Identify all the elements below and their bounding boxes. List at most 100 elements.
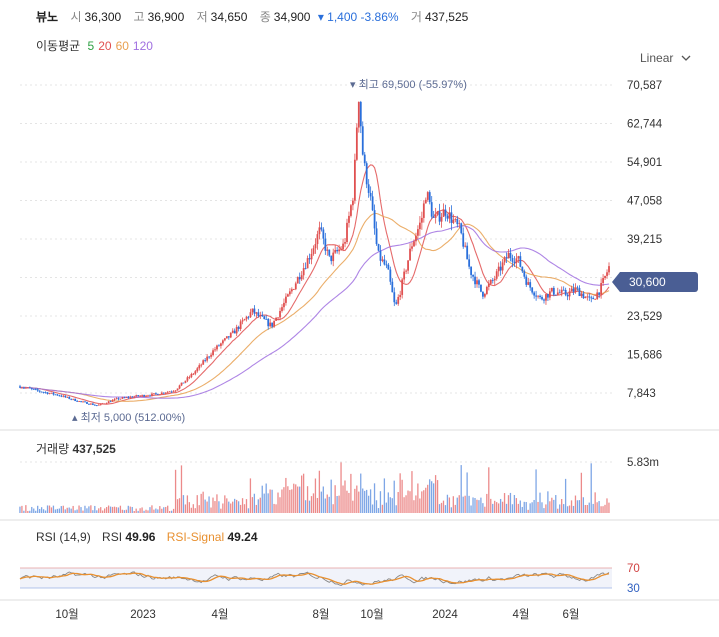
- candle-body: [30, 388, 33, 390]
- candle-body: [365, 163, 368, 185]
- volume-bar: [373, 483, 376, 513]
- scale-selector[interactable]: Linear: [640, 51, 691, 65]
- volume-bar: [478, 500, 480, 513]
- volume-bar: [46, 505, 49, 513]
- volume-bar: [139, 508, 141, 513]
- volume-bar: [434, 475, 437, 513]
- volume-bar: [395, 505, 397, 513]
- low-label: 저: [196, 10, 208, 24]
- ma-label: 이동평균: [36, 39, 81, 53]
- volume-bar: [401, 479, 403, 513]
- volume-bar: [27, 510, 29, 513]
- candle-body: [515, 258, 518, 263]
- candle-body: [324, 238, 327, 251]
- candle-body: [552, 287, 555, 295]
- high-annotation: ▾ 최고 69,500 (-55.97%): [350, 78, 467, 91]
- candle-body: [172, 391, 175, 393]
- y-tick-label: 47,058: [627, 196, 662, 208]
- candle-body: [409, 248, 411, 261]
- volume-bar: [387, 492, 389, 513]
- candle-body: [379, 250, 382, 261]
- candle-body: [426, 192, 429, 200]
- candle-body: [164, 392, 167, 394]
- candle-body: [277, 317, 279, 319]
- candle-body: [93, 404, 96, 406]
- volume-bar: [216, 494, 218, 513]
- candle-body: [58, 395, 61, 397]
- candle-body: [604, 275, 606, 279]
- candle-body: [182, 382, 185, 384]
- volume-bar: [456, 497, 458, 513]
- x-tick-label: 2024: [432, 609, 458, 621]
- volume-bar: [19, 506, 21, 513]
- candle-body: [160, 392, 163, 395]
- volume-bar: [403, 497, 405, 513]
- volume-bar: [578, 500, 581, 513]
- volume-bar: [320, 491, 322, 513]
- candle-body: [549, 291, 551, 298]
- volume-bar: [308, 500, 311, 513]
- volume-bar: [44, 510, 47, 513]
- low-value: 34,650: [210, 10, 248, 24]
- candle-body: [330, 255, 333, 262]
- volume-bar: [92, 510, 94, 513]
- volume-bar: [287, 486, 289, 513]
- volume-bar: [54, 509, 57, 513]
- volume-bar: [117, 507, 120, 513]
- candle-body: [216, 345, 218, 350]
- volume-bar: [245, 499, 248, 513]
- candle-body: [318, 227, 321, 235]
- moving-average-legend[interactable]: 이동평균 5 20 60 120: [36, 37, 153, 54]
- volume-bar: [33, 508, 35, 513]
- volume-bar: [562, 504, 565, 513]
- volume-bar: [165, 506, 167, 513]
- volume-bar: [551, 497, 553, 513]
- volume-bar: [133, 510, 135, 513]
- volume-bar: [74, 510, 76, 513]
- candle-body: [541, 297, 543, 300]
- volume-bar: [111, 506, 114, 513]
- stock-name: 뷰노: [36, 10, 59, 24]
- volume-bar: [350, 473, 352, 513]
- volume-bar: [561, 499, 563, 513]
- candle-body: [444, 209, 447, 216]
- open-label: 시: [70, 10, 82, 24]
- candle-body: [525, 276, 528, 285]
- volume-bar: [549, 501, 551, 513]
- volume-bar: [419, 498, 421, 513]
- candle-body: [200, 364, 203, 366]
- volume-bar: [261, 485, 263, 513]
- candle-body: [340, 249, 342, 250]
- volume-bar: [442, 500, 445, 513]
- rsi-signal-line: [19, 572, 610, 585]
- volume-bar: [161, 508, 163, 513]
- candle-body: [64, 395, 67, 398]
- volume-bar: [267, 493, 269, 513]
- candle-body: [584, 296, 587, 299]
- candle-body: [381, 259, 384, 261]
- volume-bar: [537, 501, 539, 513]
- volume-title: 거래량 437,525: [36, 440, 116, 457]
- candle-body: [95, 405, 98, 406]
- candle-body: [310, 253, 313, 260]
- volume-bar: [436, 480, 439, 513]
- candle-body: [38, 390, 41, 392]
- candle-body: [509, 252, 512, 258]
- candle-body: [60, 395, 63, 397]
- volume-bar: [523, 501, 525, 513]
- volume-bar: [113, 506, 116, 513]
- candle-body: [66, 396, 69, 398]
- volume-bar: [42, 509, 45, 513]
- volume-bar: [519, 500, 521, 513]
- volume-bar: [448, 497, 451, 513]
- volume-bar: [553, 499, 555, 513]
- candle-body: [247, 316, 250, 318]
- candle-body: [598, 292, 601, 295]
- candle-body: [212, 350, 214, 356]
- volume-bar: [334, 485, 336, 513]
- candle-body: [304, 268, 307, 269]
- volume-label: 거: [410, 10, 422, 24]
- candle-body: [578, 288, 581, 297]
- volume-bar: [484, 506, 486, 513]
